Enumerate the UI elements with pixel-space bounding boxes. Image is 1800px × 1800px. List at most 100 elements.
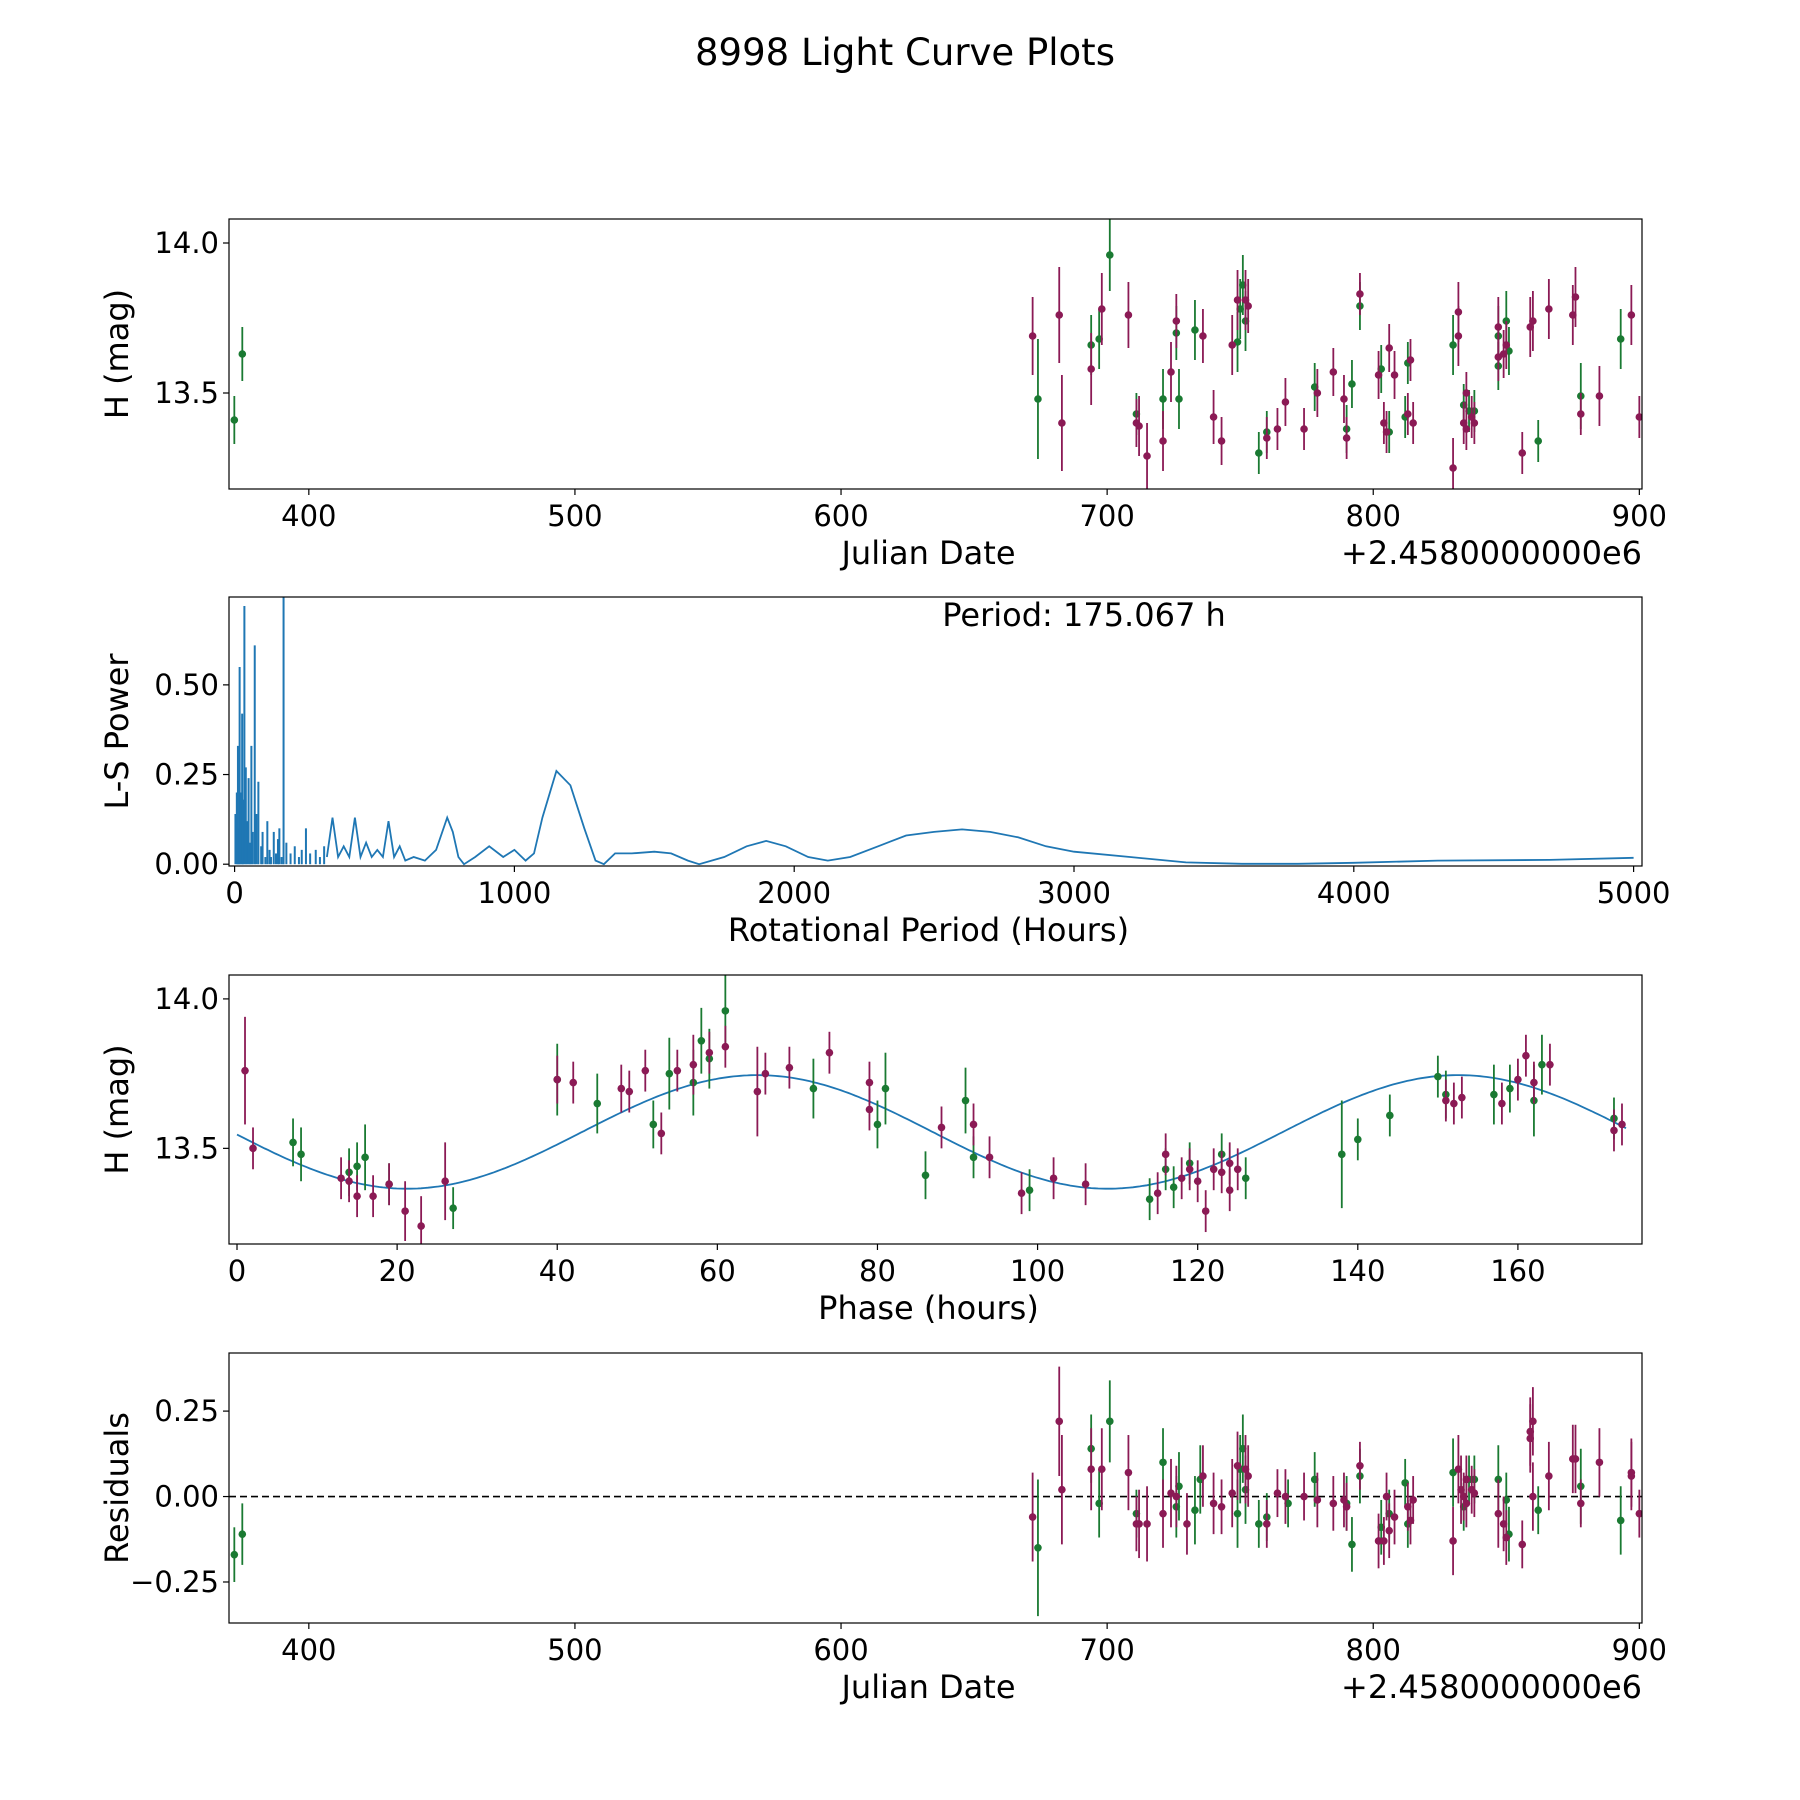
data-point-green [1159,1458,1167,1467]
data-point-green [361,1153,369,1162]
data-point-red [1273,1489,1282,1497]
y-tick-label: 0.25 [154,1394,219,1428]
data-point-red [1244,302,1252,310]
data-point-green [1105,251,1114,259]
data-point-red [385,1180,393,1189]
data-point-red [1382,428,1391,436]
x-tick-label: 500 [547,499,602,533]
data-point-red [1442,1096,1450,1105]
data-point-red [1225,1186,1234,1194]
data-point-red [1217,1502,1226,1511]
data-point-green [1449,341,1457,349]
data-point-red [657,1129,666,1138]
data-point-green [873,1120,882,1129]
x-tick-label: 140 [1330,1254,1385,1288]
chart-lightcurve: 400 500 600 700 800 900 13.5 14.0 Julian Date H (… [98,218,1667,572]
data-point-green [921,1171,930,1180]
plot-area [234,597,1634,866]
data-point-red [1529,1417,1537,1426]
data-point-red [1273,425,1282,433]
data-point-red [1167,368,1175,376]
data-point-red [1055,311,1064,319]
data-point-red [1159,1509,1167,1518]
y-axis-label: H (mag) [98,289,136,419]
data-point-red [1340,395,1348,403]
y-tick-label: 0.00 [154,1480,219,1514]
data-point-red [1522,1051,1530,1060]
x-tick-label: 900 [1612,1633,1667,1667]
data-point-red [673,1066,682,1075]
data-point-red [1329,368,1338,376]
data-point-green [1233,1509,1242,1518]
data-point-red [1374,371,1383,379]
data-point-red [1177,1174,1186,1183]
data-point-red [1135,422,1143,430]
y-tick-label: 14.0 [154,982,219,1016]
data-point-red [369,1192,377,1200]
data-point-red [1028,332,1037,340]
data-point-red [1518,449,1527,457]
data-point-green [969,1153,978,1162]
data-point-red [1635,413,1642,421]
data-point-green [1025,1186,1034,1194]
data-point-red [1098,305,1106,313]
data-point-red [1627,1472,1636,1480]
x-axis-label: Rotational Period (Hours) [728,911,1129,949]
data-point-red [1462,389,1471,397]
y-tick-label: 0.50 [154,668,219,702]
data-point-red [641,1066,650,1075]
x-axis-label: Julian Date [839,1668,1015,1706]
x-offset-label: +2.4580000000e6 [1341,534,1642,572]
data-point-red [1143,452,1151,460]
figure-title: 8998 Light Curve Plots [695,31,1115,74]
data-point-green [1337,1150,1346,1159]
data-point-green [881,1084,890,1093]
x-tick-label: 800 [1346,499,1401,533]
data-point-red [1450,1099,1458,1108]
data-point-red [1225,1159,1234,1168]
data-point-red [1342,1502,1351,1511]
data-point-red [1545,305,1553,313]
data-point-red [1172,1492,1181,1501]
axes-frame [228,1352,1643,1624]
data-point-red [1135,1520,1143,1528]
axes-frame [228,218,1643,490]
data-point-red [1409,419,1417,427]
data-point-green [297,1150,305,1159]
period-annotation: Period: 175.067 h [942,596,1226,634]
data-point-green [1034,1544,1042,1552]
data-point-green [1191,326,1199,334]
x-tick-label: 2000 [757,876,831,910]
data-point-red [1462,425,1471,433]
data-point-red [969,1120,978,1129]
data-point-red [1281,398,1290,406]
data-point-red [1087,365,1095,373]
data-point-red [353,1192,361,1200]
data-point-red [617,1084,626,1093]
data-point-red [1228,1489,1237,1497]
data-point-red [1571,293,1580,301]
data-point-red [1058,1485,1066,1494]
data-point-red [721,1042,730,1051]
data-point-green [1506,1084,1514,1093]
data-point-green [1348,380,1356,388]
x-tick-label: 600 [813,1633,868,1667]
x-tick-label: 800 [1346,1633,1401,1667]
data-point-green [665,1069,674,1078]
data-point-green [593,1099,602,1108]
x-tick-label: 80 [859,1254,896,1288]
data-point-red [1228,341,1237,349]
data-point-red [1233,1165,1242,1174]
data-point-green [1241,1174,1250,1183]
data-point-red [1209,413,1218,421]
data-point-red [337,1174,345,1183]
y-tick-label: −0.25 [130,1565,219,1599]
data-point-green [961,1096,970,1105]
data-point-red [1300,425,1308,433]
data-point-red [249,1144,257,1153]
data-point-green [721,1007,730,1015]
data-point-red [1382,1492,1391,1501]
data-point-red [1595,1458,1604,1467]
data-point-red [1498,1099,1506,1108]
data-point-green [1348,1540,1356,1549]
